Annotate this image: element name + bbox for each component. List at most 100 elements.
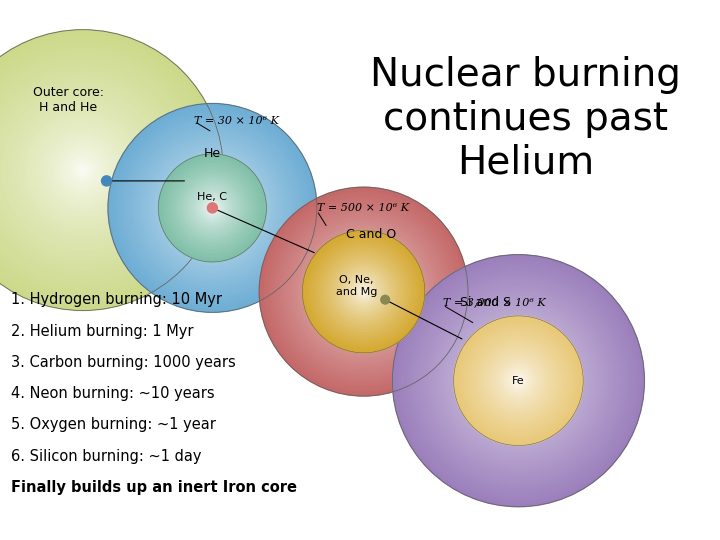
Ellipse shape xyxy=(0,68,184,272)
Ellipse shape xyxy=(494,356,543,405)
Ellipse shape xyxy=(516,377,521,384)
Ellipse shape xyxy=(348,276,379,307)
Ellipse shape xyxy=(126,122,299,294)
Ellipse shape xyxy=(293,221,434,362)
Ellipse shape xyxy=(327,255,400,328)
Text: C and O: C and O xyxy=(346,228,396,241)
Ellipse shape xyxy=(102,176,112,186)
Ellipse shape xyxy=(516,377,521,384)
Ellipse shape xyxy=(160,156,265,260)
Ellipse shape xyxy=(358,286,370,298)
Ellipse shape xyxy=(76,163,90,177)
Ellipse shape xyxy=(477,339,560,423)
Ellipse shape xyxy=(335,263,392,320)
Ellipse shape xyxy=(340,268,387,315)
Ellipse shape xyxy=(168,164,257,252)
Ellipse shape xyxy=(155,151,270,265)
Ellipse shape xyxy=(517,379,520,382)
Text: Fe: Fe xyxy=(512,376,525,386)
Ellipse shape xyxy=(446,308,591,453)
Ellipse shape xyxy=(34,121,132,219)
Ellipse shape xyxy=(203,198,222,217)
Ellipse shape xyxy=(395,258,642,503)
Ellipse shape xyxy=(491,353,546,408)
Ellipse shape xyxy=(465,327,572,434)
Ellipse shape xyxy=(210,205,215,211)
Ellipse shape xyxy=(512,374,525,387)
Ellipse shape xyxy=(449,312,588,450)
Ellipse shape xyxy=(132,127,293,289)
Ellipse shape xyxy=(509,372,528,390)
Ellipse shape xyxy=(194,189,231,227)
Ellipse shape xyxy=(510,373,526,389)
Text: Si and S: Si and S xyxy=(460,296,512,309)
Ellipse shape xyxy=(431,293,606,469)
Ellipse shape xyxy=(513,376,523,386)
Ellipse shape xyxy=(184,179,241,237)
Ellipse shape xyxy=(353,281,374,302)
Ellipse shape xyxy=(418,280,619,482)
Ellipse shape xyxy=(202,197,223,219)
Ellipse shape xyxy=(503,364,534,397)
Text: He: He xyxy=(204,147,221,160)
Ellipse shape xyxy=(194,190,230,226)
Ellipse shape xyxy=(163,158,262,258)
Ellipse shape xyxy=(200,195,225,220)
Ellipse shape xyxy=(490,353,546,409)
Ellipse shape xyxy=(269,198,458,386)
Ellipse shape xyxy=(348,276,379,307)
Ellipse shape xyxy=(62,149,104,191)
Ellipse shape xyxy=(55,142,111,198)
Ellipse shape xyxy=(121,117,304,299)
Ellipse shape xyxy=(493,355,544,406)
Ellipse shape xyxy=(330,258,397,325)
Ellipse shape xyxy=(0,86,167,254)
Ellipse shape xyxy=(195,190,230,226)
Ellipse shape xyxy=(23,110,143,230)
Ellipse shape xyxy=(462,324,575,437)
Ellipse shape xyxy=(332,260,395,323)
Ellipse shape xyxy=(467,329,570,433)
Text: O, Ne,
and Mg: O, Ne, and Mg xyxy=(336,275,377,297)
Ellipse shape xyxy=(338,266,390,318)
Ellipse shape xyxy=(186,182,238,234)
Ellipse shape xyxy=(177,173,248,243)
Ellipse shape xyxy=(362,290,365,293)
Ellipse shape xyxy=(440,302,597,460)
Ellipse shape xyxy=(361,288,366,295)
Text: 1. Hydrogen burning: 10 Myr: 1. Hydrogen burning: 10 Myr xyxy=(11,292,222,307)
Ellipse shape xyxy=(0,33,220,307)
Ellipse shape xyxy=(9,96,156,244)
Ellipse shape xyxy=(208,204,217,212)
Ellipse shape xyxy=(392,255,644,507)
Ellipse shape xyxy=(359,287,368,296)
Ellipse shape xyxy=(51,138,114,201)
Ellipse shape xyxy=(310,238,417,345)
Ellipse shape xyxy=(304,232,423,351)
Ellipse shape xyxy=(343,271,384,313)
Ellipse shape xyxy=(186,183,238,233)
Ellipse shape xyxy=(474,336,562,425)
Ellipse shape xyxy=(174,170,251,246)
Ellipse shape xyxy=(472,334,565,428)
Text: T = 3,000 × 10⁶ K: T = 3,000 × 10⁶ K xyxy=(443,298,546,307)
Ellipse shape xyxy=(325,252,402,330)
Ellipse shape xyxy=(197,193,228,222)
Ellipse shape xyxy=(267,195,460,388)
Ellipse shape xyxy=(302,231,425,353)
Ellipse shape xyxy=(335,262,392,321)
Ellipse shape xyxy=(0,44,210,296)
Ellipse shape xyxy=(280,208,447,375)
Ellipse shape xyxy=(298,226,429,357)
Ellipse shape xyxy=(459,321,578,441)
Ellipse shape xyxy=(207,202,217,213)
Ellipse shape xyxy=(351,279,376,304)
Ellipse shape xyxy=(485,347,552,415)
Ellipse shape xyxy=(318,246,410,338)
Ellipse shape xyxy=(147,143,278,273)
Ellipse shape xyxy=(0,47,206,293)
Ellipse shape xyxy=(181,177,243,239)
Ellipse shape xyxy=(189,185,235,231)
Ellipse shape xyxy=(325,253,402,330)
Ellipse shape xyxy=(179,174,246,242)
